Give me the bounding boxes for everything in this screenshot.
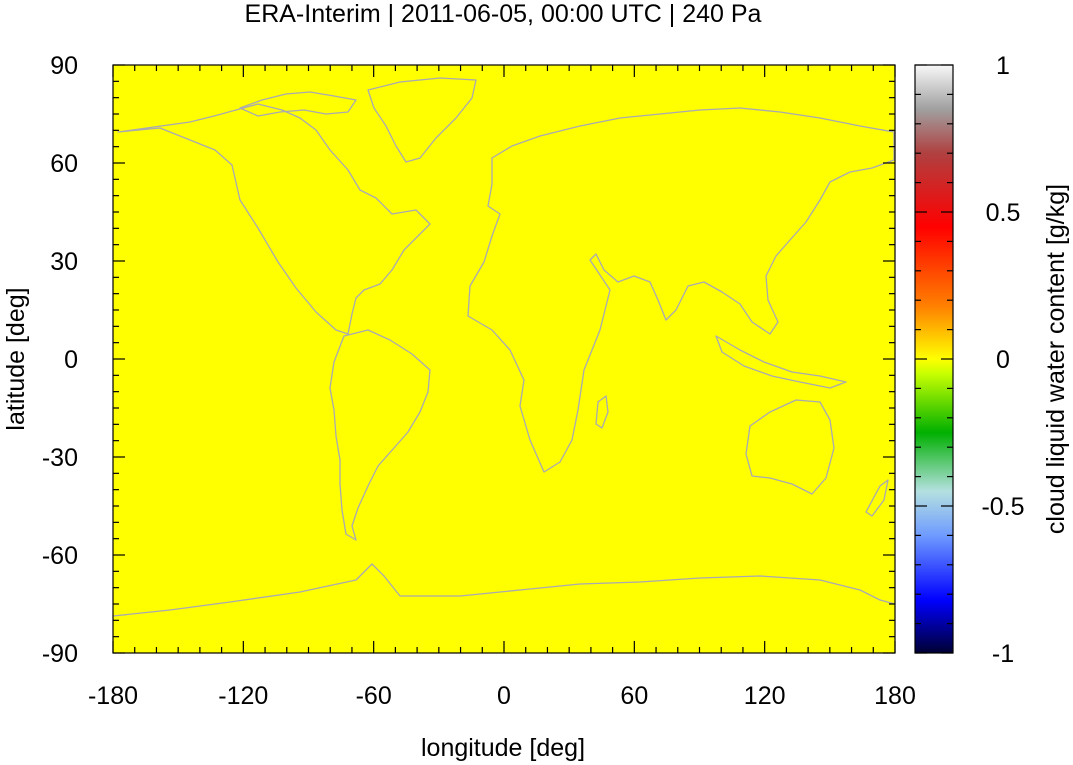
y-tick-label: -60 [42, 542, 78, 570]
coastline-madagascar [595, 395, 609, 429]
colorbar-tick-label: 1 [996, 52, 1010, 80]
colorbar-label: cloud liquid water content [g/kg] [1042, 184, 1070, 534]
y-tick-label: -30 [42, 444, 78, 472]
y-axis-label: latitude [deg] [2, 287, 30, 430]
coastlines [113, 77, 895, 617]
y-tick-label: 60 [50, 150, 78, 178]
x-tick-label: 60 [620, 682, 648, 710]
y-tick-label: 30 [50, 248, 78, 276]
coastline-north-america [117, 103, 431, 335]
x-tick-label: 120 [744, 682, 786, 710]
x-tick-label: 180 [874, 682, 916, 710]
y-axis: -90 -60 -30 0 30 60 90 [42, 52, 895, 668]
coastline-south-america [329, 329, 431, 541]
data-field [113, 65, 895, 653]
colorbar-tick-label: -1 [992, 640, 1014, 668]
y-tick-label: 90 [50, 52, 78, 80]
x-axis: -180 -120 -60 0 60 120 180 [88, 65, 916, 710]
coastline-indonesia [715, 335, 847, 389]
coastline-greenland [367, 77, 477, 163]
colorbar-tick-label: -0.5 [981, 493, 1024, 521]
x-tick-label: -60 [356, 682, 392, 710]
y-tick-label: 0 [64, 346, 78, 374]
x-tick-label: -180 [88, 682, 138, 710]
colorbar-axis: -1 -0.5 0 0.5 1 [915, 52, 1025, 668]
colorbar-tick-label: 0.5 [986, 199, 1021, 227]
y-tick-label: -90 [42, 640, 78, 668]
x-axis-label: longitude [deg] [421, 734, 585, 762]
coastline-antarctica [113, 563, 895, 617]
coastline-eurasia-africa [467, 107, 895, 473]
x-tick-label: 0 [497, 682, 511, 710]
coastline-australia [745, 399, 835, 495]
colorbar-tick-label: 0 [996, 346, 1010, 374]
coastline-new-zealand [865, 479, 889, 517]
x-tick-label: -120 [218, 682, 268, 710]
chart-title: ERA-Interim | 2011-06-05, 00:00 UTC | 24… [245, 0, 762, 28]
coastline-arctic-islands [239, 91, 357, 117]
